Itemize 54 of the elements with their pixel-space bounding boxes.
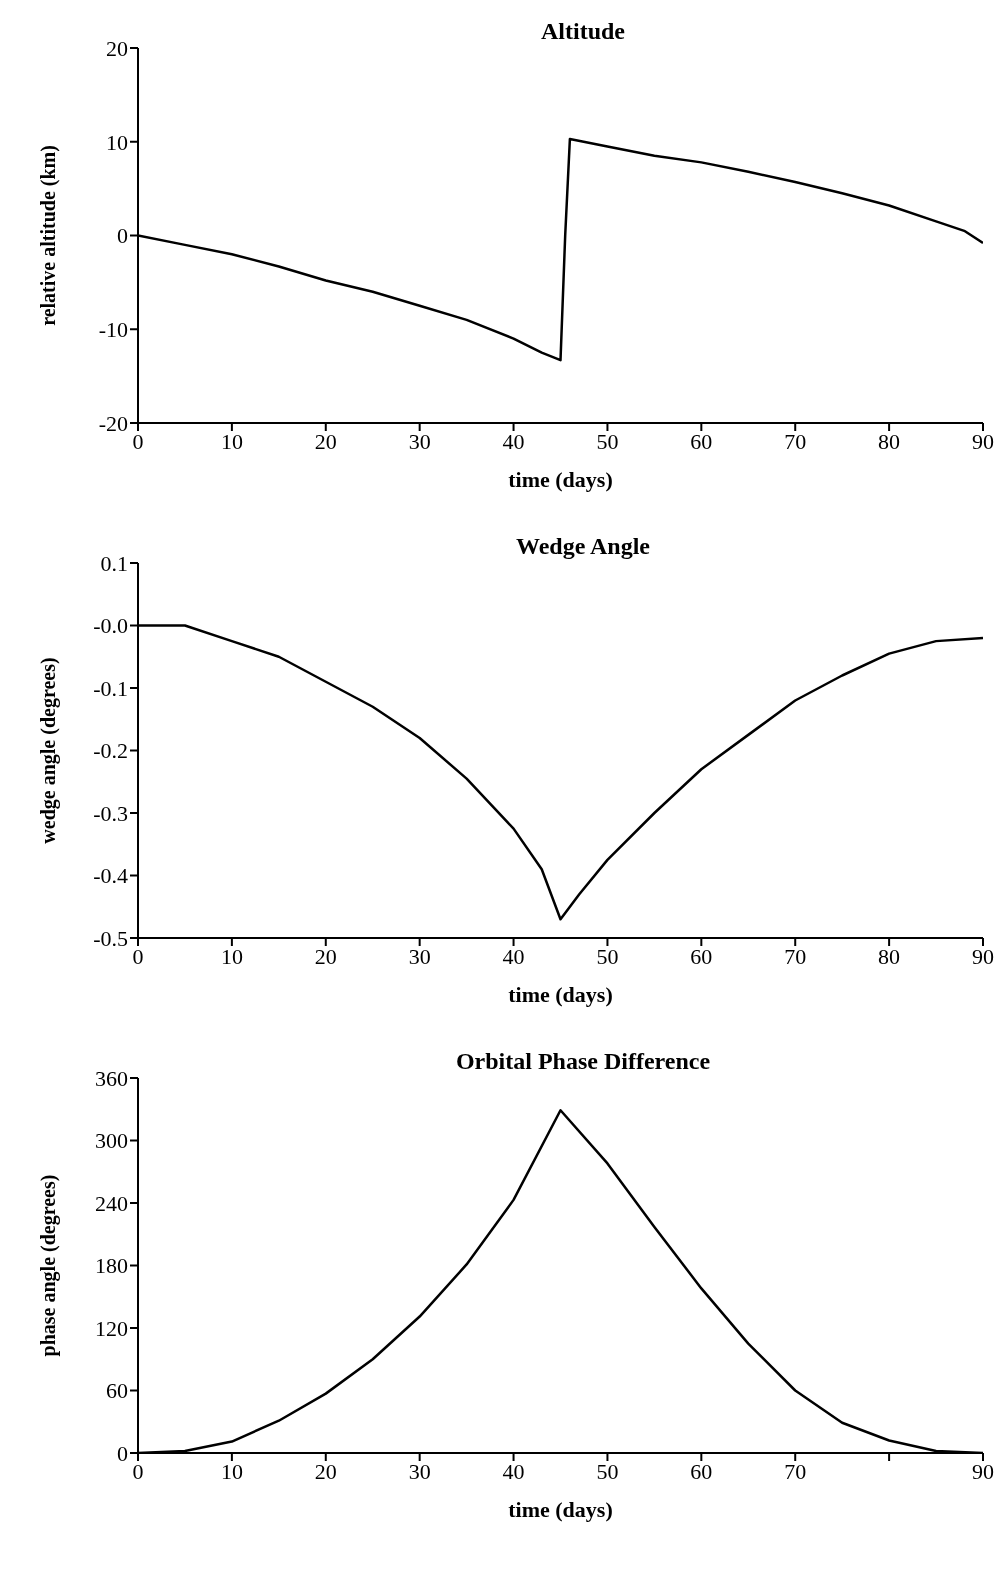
x-tick-label: 60 xyxy=(690,428,713,454)
x-tick-label: 20 xyxy=(314,1458,337,1484)
x-tick-label: 90 xyxy=(972,943,994,969)
chart-title: Altitude xyxy=(541,18,625,44)
y-tick-label: 0.1 xyxy=(100,550,128,576)
x-tick-label: 50 xyxy=(596,428,619,454)
x-tick-label: 20 xyxy=(314,943,337,969)
y-tick-label: 60 xyxy=(106,1378,128,1404)
x-tick-label: 60 xyxy=(690,943,713,969)
chart-title: Orbital Phase Difference xyxy=(455,1048,711,1074)
x-tick-label: 50 xyxy=(596,943,619,969)
x-tick-label: 80 xyxy=(878,943,901,969)
x-tick-label: 70 xyxy=(784,943,807,969)
y-tick-label: 10 xyxy=(106,129,128,155)
x-tick-label: 10 xyxy=(220,428,243,454)
x-tick-label: 40 xyxy=(502,1458,525,1484)
x-tick-label: 70 xyxy=(784,1458,807,1484)
x-tick-label: 50 xyxy=(596,1458,619,1484)
y-tick-label: -0.1 xyxy=(93,675,128,701)
y-tick-label: 0 xyxy=(117,1440,128,1466)
chart-title: Wedge Angle xyxy=(515,533,650,559)
x-tick-label: 70 xyxy=(784,428,807,454)
y-tick-label: -10 xyxy=(98,317,128,343)
y-tick-label: 300 xyxy=(95,1128,128,1154)
y-tick-label: 120 xyxy=(95,1315,128,1341)
y-tick-label: 20 xyxy=(106,35,128,61)
x-tick-label: 60 xyxy=(690,1458,713,1484)
y-tick-label: 0 xyxy=(117,223,128,249)
x-tick-label: 30 xyxy=(408,943,431,969)
x-tick-label: 90 xyxy=(972,428,994,454)
x-axis-title: time (days) xyxy=(508,1497,613,1522)
y-tick-label: 180 xyxy=(95,1253,128,1279)
y-tick-label: 360 xyxy=(95,1065,128,1091)
y-axis-title: phase angle (degrees) xyxy=(37,1174,61,1357)
x-tick-label: 20 xyxy=(314,428,337,454)
x-tick-label: 40 xyxy=(502,428,525,454)
y-tick-label: 240 xyxy=(95,1190,128,1216)
y-tick-label: -0.3 xyxy=(93,800,128,826)
x-axis-title: time (days) xyxy=(508,467,613,492)
y-axis-title: relative altitude (km) xyxy=(37,145,61,326)
x-tick-label: 40 xyxy=(502,943,525,969)
y-axis-title: wedge angle (degrees) xyxy=(37,657,61,844)
y-tick-label: -0.5 xyxy=(93,925,128,951)
x-tick-label: 30 xyxy=(408,428,431,454)
x-axis-title: time (days) xyxy=(508,982,613,1007)
x-tick-label: 10 xyxy=(220,1458,243,1484)
y-tick-label: -0.0 xyxy=(93,613,128,639)
x-tick-label: 80 xyxy=(878,428,901,454)
x-tick-label: 10 xyxy=(220,943,243,969)
x-tick-label: 30 xyxy=(408,1458,431,1484)
x-tick-label: 90 xyxy=(972,1458,994,1484)
y-tick-label: -20 xyxy=(98,410,128,436)
y-tick-label: -0.2 xyxy=(93,738,128,764)
y-tick-label: -0.4 xyxy=(93,863,128,889)
